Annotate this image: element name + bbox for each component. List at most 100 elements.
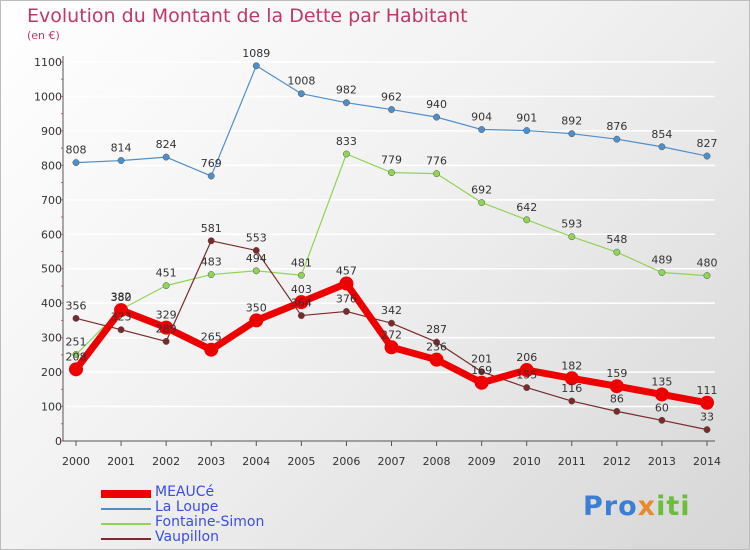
data-label-fontaine_simon: 833 (336, 135, 357, 148)
data-label-la_loupe: 901 (516, 112, 537, 125)
data-point-vaupillon (252, 247, 260, 254)
x-tick-label: 2000 (62, 455, 90, 468)
data-label-vaupillon: 323 (111, 311, 132, 324)
data-point-meauce (249, 313, 264, 328)
data-label-vaupillon: 364 (291, 297, 312, 310)
x-tick-label: 2008 (423, 455, 451, 468)
data-label-fontaine_simon: 548 (606, 233, 627, 246)
data-point-fontaine_simon (342, 150, 350, 158)
data-point-meauce (159, 320, 174, 335)
legend: MEAUCé La Loupe Fontaine-Simon Vaupillon (101, 484, 341, 547)
data-label-meauce: 169 (471, 364, 492, 377)
data-point-la_loupe (207, 172, 215, 180)
y-tick-label: 300 (41, 332, 62, 345)
data-label-vaupillon: 287 (426, 323, 447, 336)
x-tick-label: 2004 (242, 455, 270, 468)
data-label-la_loupe: 769 (201, 157, 222, 170)
data-point-vaupillon (433, 338, 441, 346)
data-label-meauce: 265 (201, 331, 222, 344)
data-label-la_loupe: 892 (561, 115, 582, 128)
data-point-meauce (294, 295, 309, 310)
data-point-vaupillon (613, 407, 621, 415)
data-label-vaupillon: 376 (336, 292, 357, 305)
data-point-vaupillon (478, 368, 486, 376)
data-label-meauce: 135 (651, 375, 672, 388)
data-label-vaupillon: 553 (246, 231, 267, 244)
data-point-la_loupe (568, 130, 576, 138)
data-point-meauce (429, 352, 444, 367)
data-label-fontaine_simon: 776 (426, 155, 447, 168)
x-tick-label: 2001 (107, 455, 135, 468)
data-point-la_loupe (72, 159, 80, 167)
x-tick-label: 2011 (558, 455, 586, 468)
data-point-meauce (654, 387, 669, 402)
data-label-vaupillon: 33 (700, 411, 714, 424)
legend-item-meauce: MEAUCé (101, 484, 341, 502)
data-label-meauce: 403 (291, 283, 312, 296)
data-point-meauce (69, 362, 83, 377)
legend-item-fontaine_simon: Fontaine-Simon (101, 514, 341, 532)
data-label-la_loupe: 904 (471, 111, 492, 124)
y-tick-label: 1000 (34, 90, 62, 103)
x-tick-label: 2014 (693, 455, 721, 468)
x-tick-label: 2007 (378, 455, 406, 468)
data-label-vaupillon: 86 (610, 392, 624, 405)
data-label-fontaine_simon: 481 (291, 256, 312, 269)
data-label-fontaine_simon: 642 (516, 201, 537, 214)
x-tick-label: 2009 (468, 455, 496, 468)
data-point-meauce (519, 363, 534, 378)
y-tick-label: 100 (41, 401, 62, 414)
data-point-la_loupe (478, 126, 486, 133)
data-point-la_loupe (433, 113, 441, 121)
x-tick-label: 2013 (648, 455, 676, 468)
data-label-la_loupe: 876 (606, 120, 627, 133)
logo-text-a: Pro (583, 491, 638, 522)
x-tick-label: 2005 (287, 455, 315, 468)
data-label-fontaine_simon: 382 (111, 290, 132, 303)
data-label-la_loupe: 854 (651, 128, 672, 141)
data-point-vaupillon (703, 426, 711, 434)
y-tick-label: 500 (41, 263, 62, 276)
data-point-fontaine_simon (613, 248, 621, 256)
data-point-fontaine_simon (72, 351, 80, 358)
data-point-vaupillon (658, 416, 666, 424)
data-point-vaupillon (523, 384, 531, 392)
y-tick-label: 0 (55, 435, 62, 448)
data-label-meauce: 111 (697, 384, 718, 397)
logo-text-b: x (637, 491, 657, 522)
data-point-fontaine_simon (523, 216, 531, 224)
data-point-la_loupe (117, 157, 125, 164)
data-point-meauce (564, 371, 579, 386)
data-point-la_loupe (342, 99, 350, 107)
data-point-vaupillon (162, 337, 170, 345)
data-point-meauce (700, 395, 714, 410)
legend-item-vaupillon: Vaupillon (101, 529, 341, 547)
x-tick-label: 2010 (513, 455, 541, 468)
data-label-la_loupe: 1089 (242, 47, 270, 60)
data-label-la_loupe: 940 (426, 98, 447, 111)
data-label-vaupillon: 342 (381, 304, 402, 317)
data-label-fontaine_simon: 480 (697, 257, 718, 270)
data-point-fontaine_simon (568, 233, 576, 241)
data-point-la_loupe (162, 153, 170, 161)
data-point-la_loupe (613, 135, 621, 143)
data-point-fontaine_simon (162, 282, 170, 290)
data-label-fontaine_simon: 451 (156, 267, 177, 280)
data-label-vaupillon: 60 (655, 401, 669, 414)
data-label-meauce: 329 (156, 309, 177, 322)
data-label-fontaine_simon: 489 (651, 254, 672, 267)
data-point-fontaine_simon (207, 271, 215, 279)
data-point-fontaine_simon (433, 170, 441, 178)
data-point-meauce (474, 375, 489, 390)
y-tick-label: 200 (41, 366, 62, 379)
data-point-la_loupe (523, 127, 531, 135)
data-point-vaupillon (117, 326, 125, 334)
y-tick-label: 600 (41, 228, 62, 241)
unit-label: (en €) (27, 29, 60, 42)
data-label-la_loupe: 1008 (287, 75, 315, 88)
x-tick-label: 2006 (332, 455, 360, 468)
data-point-meauce (114, 303, 129, 318)
data-point-la_loupe (388, 106, 395, 113)
